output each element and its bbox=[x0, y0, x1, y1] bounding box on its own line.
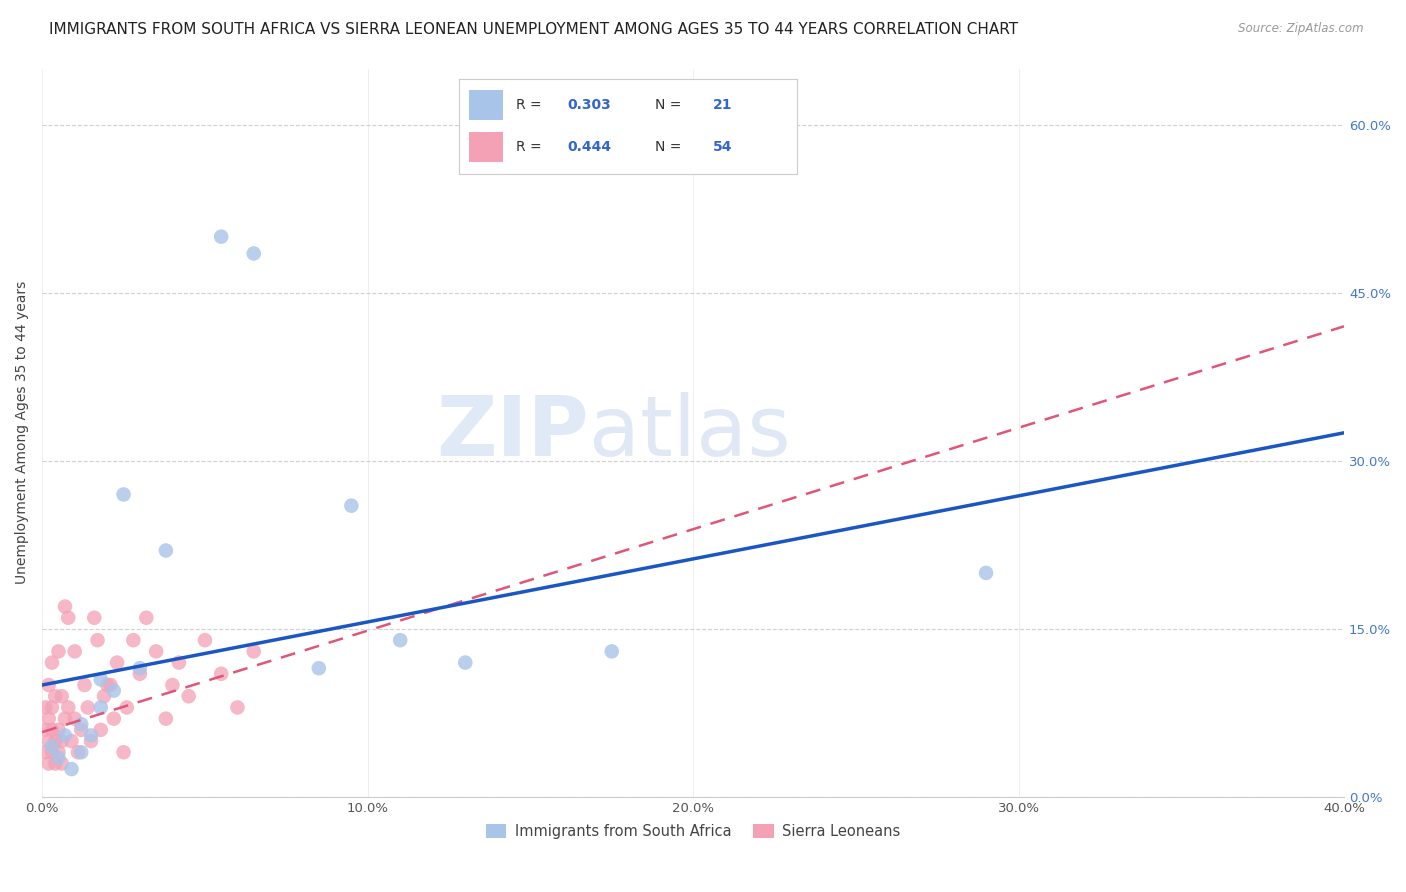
Point bbox=[600, 644, 623, 658]
Point bbox=[242, 246, 264, 260]
Point bbox=[38, 678, 60, 692]
Point bbox=[73, 678, 96, 692]
Point bbox=[48, 745, 70, 759]
Point bbox=[90, 723, 112, 737]
Point bbox=[112, 487, 135, 501]
Text: Source: ZipAtlas.com: Source: ZipAtlas.com bbox=[1239, 22, 1364, 36]
Point bbox=[128, 661, 150, 675]
Point bbox=[70, 745, 93, 759]
Point bbox=[38, 712, 60, 726]
Point bbox=[226, 700, 249, 714]
Point bbox=[209, 229, 232, 244]
Point bbox=[93, 690, 115, 704]
Point bbox=[53, 712, 76, 726]
Point bbox=[63, 644, 86, 658]
Point bbox=[242, 644, 264, 658]
Point bbox=[44, 734, 66, 748]
Point bbox=[41, 723, 63, 737]
Text: atlas: atlas bbox=[589, 392, 790, 474]
Point bbox=[76, 700, 98, 714]
Point bbox=[60, 762, 83, 776]
Point bbox=[389, 633, 412, 648]
Point bbox=[162, 678, 184, 692]
Point bbox=[53, 728, 76, 742]
Point bbox=[112, 745, 135, 759]
Point bbox=[145, 644, 167, 658]
Legend: Immigrants from South Africa, Sierra Leoneans: Immigrants from South Africa, Sierra Leo… bbox=[479, 818, 907, 845]
Point bbox=[115, 700, 138, 714]
Point bbox=[122, 633, 145, 648]
Point bbox=[58, 611, 80, 625]
Y-axis label: Unemployment Among Ages 35 to 44 years: Unemployment Among Ages 35 to 44 years bbox=[15, 281, 30, 584]
Point bbox=[100, 678, 122, 692]
Point bbox=[48, 751, 70, 765]
Point bbox=[66, 745, 89, 759]
Point bbox=[41, 739, 63, 754]
Point bbox=[41, 700, 63, 714]
Point bbox=[96, 678, 118, 692]
Point bbox=[167, 656, 190, 670]
Point bbox=[308, 661, 330, 675]
Point bbox=[135, 611, 157, 625]
Point bbox=[103, 712, 125, 726]
Point bbox=[155, 712, 177, 726]
Point bbox=[90, 700, 112, 714]
Point bbox=[80, 728, 103, 742]
Point bbox=[38, 756, 60, 771]
Point bbox=[340, 499, 363, 513]
Point bbox=[209, 666, 232, 681]
Point bbox=[41, 656, 63, 670]
Point bbox=[51, 734, 73, 748]
Point bbox=[70, 723, 93, 737]
Point bbox=[63, 712, 86, 726]
Point bbox=[194, 633, 217, 648]
Point bbox=[38, 734, 60, 748]
Point bbox=[51, 690, 73, 704]
Point bbox=[70, 717, 93, 731]
Point bbox=[51, 756, 73, 771]
Point bbox=[44, 690, 66, 704]
Point bbox=[41, 745, 63, 759]
Point bbox=[80, 734, 103, 748]
Point bbox=[48, 644, 70, 658]
Point bbox=[58, 700, 80, 714]
Point bbox=[34, 700, 56, 714]
Point bbox=[53, 599, 76, 614]
Point bbox=[83, 611, 105, 625]
Point bbox=[454, 656, 477, 670]
Point bbox=[974, 566, 997, 580]
Point bbox=[177, 690, 200, 704]
Point bbox=[90, 673, 112, 687]
Point bbox=[44, 756, 66, 771]
Point bbox=[128, 666, 150, 681]
Point bbox=[103, 683, 125, 698]
Point bbox=[105, 656, 128, 670]
Text: IMMIGRANTS FROM SOUTH AFRICA VS SIERRA LEONEAN UNEMPLOYMENT AMONG AGES 35 TO 44 : IMMIGRANTS FROM SOUTH AFRICA VS SIERRA L… bbox=[49, 22, 1018, 37]
Point bbox=[34, 745, 56, 759]
Point bbox=[86, 633, 108, 648]
Point bbox=[34, 723, 56, 737]
Point bbox=[60, 734, 83, 748]
Text: ZIP: ZIP bbox=[436, 392, 589, 474]
Point bbox=[155, 543, 177, 558]
Point bbox=[48, 723, 70, 737]
